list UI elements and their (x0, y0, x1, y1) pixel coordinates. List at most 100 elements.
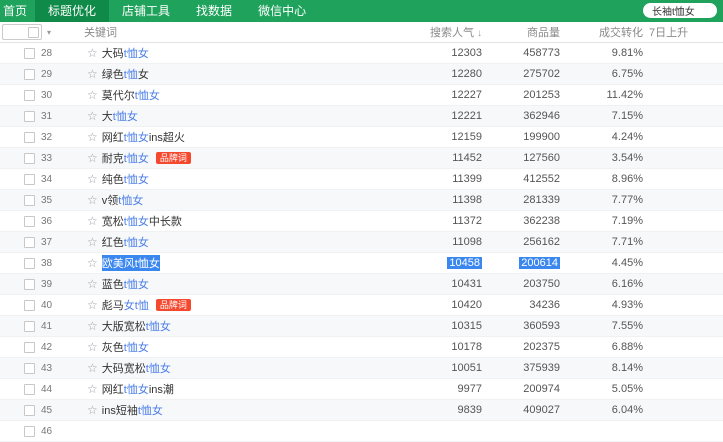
row-checkbox[interactable] (24, 362, 35, 374)
favorite-star-icon[interactable]: ☆ (87, 403, 98, 417)
row-checkbox[interactable] (24, 110, 35, 122)
favorite-star-icon[interactable]: ☆ (87, 214, 98, 228)
conversion-value: 6.04% (560, 404, 643, 416)
keyword-cell: ☆ 灰色 t恤女 (87, 339, 380, 355)
nav-item[interactable]: 首页 (3, 4, 28, 18)
row-checkbox[interactable] (24, 299, 35, 311)
col-header-popularity[interactable]: 搜索人气 ↓ (380, 24, 482, 40)
keyword-link[interactable]: 网红 t恤女 ins潮 (102, 381, 174, 397)
nav-item[interactable]: 标题优化 (35, 0, 110, 22)
keyword-segment: t恤女 (123, 132, 149, 144)
item-count-value: 199900 (482, 131, 560, 143)
favorite-star-icon[interactable]: ☆ (87, 256, 98, 270)
col-header-rise[interactable]: 7日上升 (649, 27, 689, 39)
item-count-value-text: 409027 (523, 404, 560, 416)
keyword-link[interactable]: 欧美风 t恤女 (101, 255, 160, 271)
popularity-value: 12221 (380, 110, 482, 122)
item-count-value-text: 362238 (523, 215, 560, 227)
keyword-link[interactable]: 大 t恤女 (102, 108, 138, 124)
keyword-link[interactable]: 纯色 t恤女 (102, 171, 149, 187)
search-input[interactable] (643, 3, 717, 18)
favorite-star-icon[interactable]: ☆ (87, 88, 98, 102)
keyword-link[interactable]: 大版宽松 t恤女 (102, 318, 171, 334)
keyword-cell: ☆ 大码宽松 t恤女 (87, 360, 380, 376)
table-row: 32 ☆ 网红 t恤女 ins超火 12159 199900 4.24% (0, 127, 723, 148)
row-checkbox[interactable] (24, 68, 35, 80)
col-header-conversion[interactable]: 成交转化 (599, 27, 643, 39)
favorite-star-icon[interactable]: ☆ (87, 340, 98, 354)
keyword-segment: 大码宽松 (101, 363, 146, 375)
keyword-link[interactable]: 灰色 t恤女 (102, 339, 149, 355)
row-checkbox[interactable] (24, 173, 35, 185)
keyword-segment: ins超火 (148, 132, 185, 144)
keyword-link[interactable]: 网红 t恤女 ins超火 (102, 129, 185, 145)
favorite-star-icon[interactable]: ☆ (87, 319, 98, 333)
keyword-link[interactable]: ins短袖 t恤女 (102, 402, 163, 418)
row-checkbox[interactable] (24, 404, 35, 416)
favorite-star-icon[interactable]: ☆ (87, 277, 98, 291)
favorite-star-icon[interactable]: ☆ (87, 193, 98, 207)
row-checkbox[interactable] (24, 425, 35, 437)
row-checkbox[interactable] (24, 341, 35, 353)
row-checkbox[interactable] (24, 320, 35, 332)
keyword-segment: 灰色 (101, 342, 124, 354)
keyword-link[interactable]: 莫代尔 t恤女 (102, 87, 160, 103)
keyword-link[interactable]: 宽松 t恤女 中长款 (102, 213, 182, 229)
favorite-star-icon[interactable]: ☆ (87, 298, 98, 312)
table-row: 43 ☆ 大码宽松 t恤女 10051 375939 8.14% (0, 358, 723, 379)
row-checkbox[interactable] (24, 257, 35, 269)
item-count-value: 201253 (482, 89, 560, 101)
favorite-star-icon[interactable]: ☆ (87, 235, 98, 249)
nav-item[interactable]: 微信中心 (258, 4, 307, 18)
favorite-star-icon[interactable]: ☆ (87, 172, 98, 186)
col-header-keyword[interactable]: 关键词 (84, 27, 118, 39)
keyword-link[interactable]: 彪马 女t恤 (102, 297, 149, 313)
nav-item[interactable]: 店铺工具 (122, 4, 171, 18)
sort-desc-icon[interactable]: ↓ (477, 28, 482, 39)
table-row: 42 ☆ 灰色 t恤女 10178 202375 6.88% (0, 337, 723, 358)
popularity-value-text: 9977 (457, 383, 482, 395)
row-checkbox[interactable] (24, 236, 35, 248)
favorite-star-icon[interactable]: ☆ (87, 46, 98, 60)
favorite-star-icon[interactable]: ☆ (87, 130, 98, 144)
keyword-link[interactable]: 红色 t恤女 (102, 234, 149, 250)
popularity-value-text: 10051 (451, 362, 482, 374)
keyword-segment: 耐克 (101, 153, 124, 165)
item-count-value-text: 256162 (523, 236, 560, 248)
item-count-value-text: 412552 (523, 173, 560, 185)
row-checkbox[interactable] (24, 89, 35, 101)
item-count-value: 34236 (482, 299, 560, 311)
row-number: 30 (41, 89, 53, 101)
keyword-link[interactable]: 蓝色 t恤女 (102, 276, 149, 292)
keyword-segment: 大 (101, 111, 113, 123)
favorite-star-icon[interactable]: ☆ (87, 361, 98, 375)
row-checkbox[interactable] (24, 278, 35, 290)
chevron-down-icon[interactable]: ▾ (47, 27, 52, 37)
keyword-link[interactable]: 大码宽松 t恤女 (102, 360, 171, 376)
col-header-items[interactable]: 商品量 (527, 27, 560, 39)
conversion-value: 6.16% (560, 278, 643, 290)
select-all-checkbox[interactable] (28, 26, 39, 38)
item-count-value-text: 200614 (519, 257, 560, 269)
popularity-value-text: 10431 (451, 278, 482, 290)
favorite-star-icon[interactable]: ☆ (87, 382, 98, 396)
keyword-link[interactable]: v领 t恤女 (102, 192, 144, 208)
favorite-star-icon[interactable]: ☆ (87, 109, 98, 123)
select-all-dropdown[interactable] (2, 24, 42, 40)
item-count-value-text: 201253 (523, 89, 560, 101)
keyword-segment: t恤女 (123, 153, 149, 165)
keyword-segment: 大码 (101, 48, 124, 60)
row-checkbox[interactable] (24, 194, 35, 206)
row-checkbox[interactable] (24, 383, 35, 395)
popularity-value-text: 9839 (457, 404, 482, 416)
row-checkbox[interactable] (24, 215, 35, 227)
row-checkbox[interactable] (24, 47, 35, 59)
keyword-link[interactable]: 大码 t恤女 (102, 45, 149, 61)
nav-item[interactable]: 找数据 (196, 4, 233, 18)
favorite-star-icon[interactable]: ☆ (87, 151, 98, 165)
row-checkbox[interactable] (24, 131, 35, 143)
keyword-link[interactable]: 耐克 t恤女 (102, 150, 149, 166)
favorite-star-icon[interactable]: ☆ (87, 67, 98, 81)
row-checkbox[interactable] (24, 152, 35, 164)
keyword-link[interactable]: 绿色 t恤 女 (102, 66, 149, 82)
